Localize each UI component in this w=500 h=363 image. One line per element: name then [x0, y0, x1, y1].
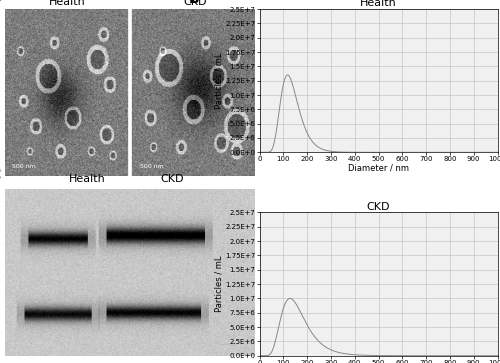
Title: CKD: CKD [367, 202, 390, 212]
Text: CKD: CKD [183, 0, 206, 7]
Text: Health: Health [49, 0, 86, 7]
Y-axis label: Particles / mL: Particles / mL [214, 52, 224, 109]
Text: B: B [188, 0, 199, 6]
Text: 500 nm: 500 nm [12, 164, 36, 169]
Text: A: A [0, 0, 1, 4]
Text: 500 nm: 500 nm [140, 164, 164, 169]
Text: CKD: CKD [160, 174, 184, 184]
Text: Health: Health [69, 174, 106, 184]
X-axis label: Diameter / nm: Diameter / nm [348, 164, 409, 173]
Title: Health: Health [360, 0, 397, 8]
Y-axis label: Particles / mL: Particles / mL [214, 256, 224, 313]
